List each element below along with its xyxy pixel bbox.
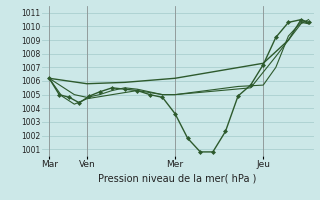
X-axis label: Pression niveau de la mer( hPa ): Pression niveau de la mer( hPa ) <box>99 173 257 183</box>
